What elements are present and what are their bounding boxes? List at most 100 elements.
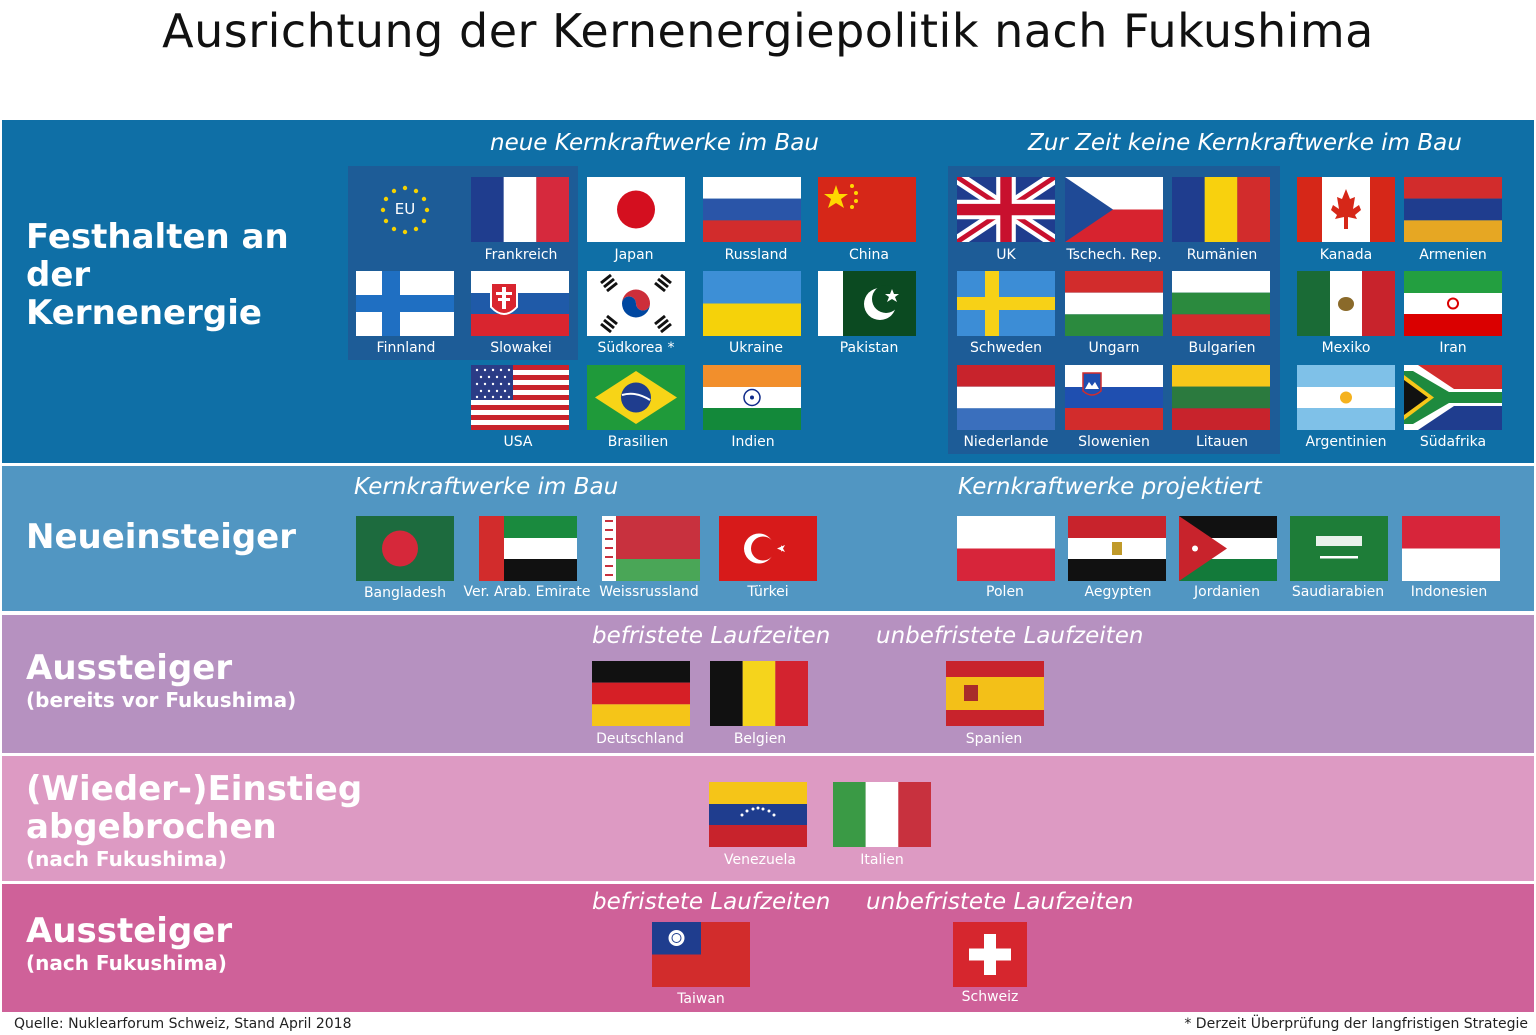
flag-label: Argentinien (1305, 434, 1387, 450)
flag-label: Belgien (733, 731, 787, 747)
flag-label: Finnland (376, 340, 436, 356)
band-label-text: Festhalten an der Kernenergie (26, 217, 289, 333)
flag-label: Schweden (970, 340, 1042, 356)
flag-label: Spanien (965, 731, 1023, 747)
flag-bg (1172, 271, 1270, 336)
flag-label: Tschech. Rep. (1066, 247, 1162, 263)
flag-bd (356, 516, 454, 581)
heading-unlimited: unbefristete Laufzeiten (876, 623, 1144, 649)
flag-label: Japan (614, 247, 654, 263)
flag-tr (719, 516, 817, 581)
flag-label: USA (503, 434, 533, 450)
flag-label: Ungarn (1088, 340, 1140, 356)
heading-under-construction: Kernkraftwerke im Bau (354, 474, 619, 500)
flag-label: Niederlande (963, 434, 1049, 450)
flag-label: Iran (1439, 340, 1467, 356)
band-sublabel: (nach Fukushima) (26, 951, 227, 975)
heading-limited: befristete Laufzeiten (592, 889, 831, 915)
flag-label: Russland (724, 247, 788, 263)
flag-label: Taiwan (677, 991, 725, 1007)
band-label: Festhalten an der Kernenergie (26, 218, 326, 332)
flag-label: Slowakei (490, 340, 552, 356)
band-label-text: Aussteiger (26, 911, 233, 951)
flag-label: Kanada (1319, 247, 1373, 263)
flag-ro (1172, 177, 1270, 242)
flag-kr (587, 271, 685, 336)
flag-es (946, 661, 1044, 726)
heading-new-plants: neue Kernkraftwerke im Bau (490, 130, 819, 156)
flag-ua (703, 271, 801, 336)
source-note: Quelle: Nuklearforum Schweiz, Stand Apri… (14, 1016, 352, 1032)
flag-jo (1179, 516, 1277, 581)
flag-label: Armenien (1419, 247, 1487, 263)
flag-mx (1297, 271, 1395, 336)
flag-label: China (849, 247, 889, 263)
flag-am (1404, 177, 1502, 242)
flag-label: Aegypten (1084, 584, 1152, 600)
flag-label: Polen (986, 584, 1024, 600)
flag-label: Bangladesh (363, 585, 447, 601)
heading-no-plants: Zur Zeit keine Kernkraftwerke im Bau (1028, 130, 1462, 156)
flag-by (602, 516, 700, 581)
band-label: Neueinsteiger (26, 517, 297, 557)
heading-unlimited: unbefristete Laufzeiten (866, 889, 1134, 915)
flag-it (833, 782, 931, 847)
flag-eg (1068, 516, 1166, 581)
flag-pl (957, 516, 1055, 581)
flag-label: Italien (860, 852, 904, 868)
footnote: * Derzeit Überprüfung der langfristigen … (1184, 1016, 1528, 1032)
eu-text: EU (394, 200, 416, 218)
flag-uk (957, 177, 1055, 242)
flag-label: Pakistan (839, 340, 899, 356)
band-label: (Wieder-)Einstieg abgebrochen (nach Fuku… (26, 770, 362, 872)
flag-label: Deutschland (596, 731, 684, 747)
flag-se (957, 271, 1055, 336)
flag-label: Rumänien (1186, 247, 1258, 263)
band-label: Aussteiger (bereits vor Fukushima) (26, 649, 296, 713)
flag-label: Schweiz (961, 989, 1019, 1005)
flag-sk (471, 271, 569, 336)
flag-br (587, 365, 685, 430)
band-sublabel: (bereits vor Fukushima) (26, 688, 297, 712)
flag-label: Slowenien (1078, 434, 1150, 450)
flag-si (1065, 365, 1163, 430)
flag-us (471, 365, 569, 430)
flag-za (1404, 365, 1502, 430)
flag-eu (356, 177, 454, 242)
heading-planned: Kernkraftwerke projektiert (958, 474, 1262, 500)
flag-ru (703, 177, 801, 242)
flag-label: Frankreich (484, 247, 558, 263)
flag-sa (1290, 516, 1388, 581)
flag-ch (953, 922, 1027, 987)
flag-label: Indien (731, 434, 775, 450)
flag-ir (1404, 271, 1502, 336)
flag-ar (1297, 365, 1395, 430)
band-label-text: Aussteiger (26, 648, 233, 688)
flag-hu (1065, 271, 1163, 336)
flag-jp (587, 177, 685, 242)
heading-limited: befristete Laufzeiten (592, 623, 831, 649)
flag-ca (1297, 177, 1395, 242)
flag-label: Brasilien (607, 434, 669, 450)
flag-lt (1172, 365, 1270, 430)
flag-label: Ukraine (728, 340, 784, 356)
flag-tw (652, 922, 750, 987)
flag-nl (957, 365, 1055, 430)
flag-label: Bulgarien (1188, 340, 1256, 356)
flag-pk (818, 271, 916, 336)
page-title: Ausrichtung der Kernenergiepolitik nach … (162, 4, 1374, 58)
band-aussteiger-nach: Aussteiger (nach Fukushima) befristete L… (2, 884, 1534, 1012)
flag-be (710, 661, 808, 726)
flag-de (592, 661, 690, 726)
flag-cz (1065, 177, 1163, 242)
flag-ae (479, 516, 577, 581)
flag-label: Ver. Arab. Emirate (463, 584, 591, 600)
flag-label: Türkei (747, 584, 789, 600)
flag-label: Mexiko (1321, 340, 1371, 356)
flag-label: Saudiarabien (1291, 584, 1385, 600)
flag-label: Weissrussland (599, 584, 699, 600)
flag-id (1402, 516, 1500, 581)
flag-label: Indonesien (1410, 584, 1488, 600)
flag-label: Venezuela (724, 852, 796, 868)
flag-ve (709, 782, 807, 847)
